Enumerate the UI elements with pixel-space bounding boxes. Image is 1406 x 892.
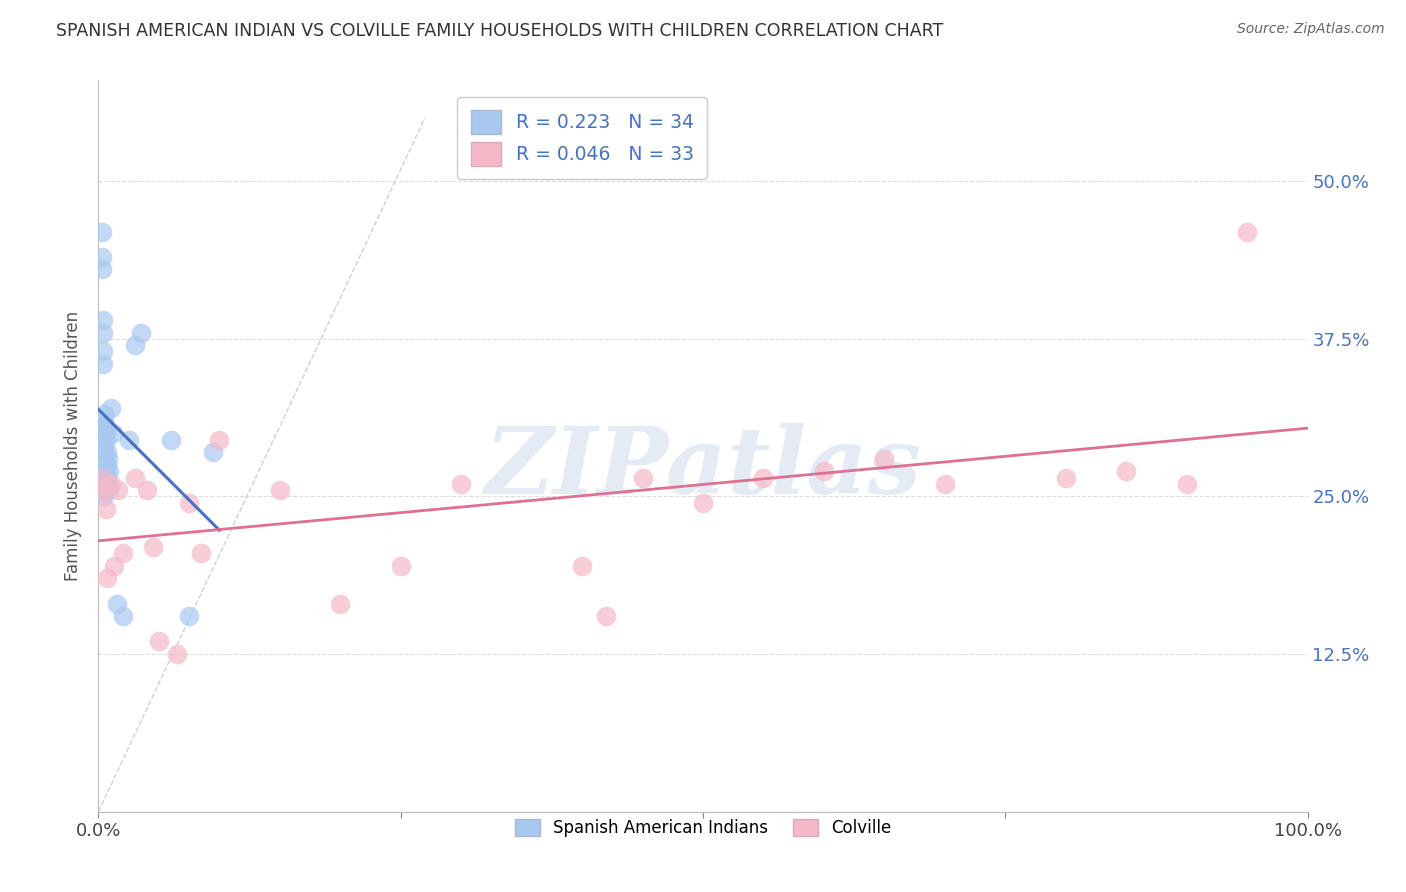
- Point: [111, 609, 134, 624]
- Point: [93, 445, 115, 459]
- Point: [96, 571, 118, 585]
- Point: [97, 483, 120, 497]
- Point: [142, 540, 165, 554]
- Point: [96, 445, 118, 459]
- Point: [94, 420, 117, 434]
- Point: [91, 262, 114, 277]
- Point: [1115, 464, 1137, 478]
- Point: [129, 326, 152, 340]
- Point: [148, 634, 170, 648]
- Legend: Spanish American Indians, Colville: Spanish American Indians, Colville: [508, 812, 898, 844]
- Point: [179, 496, 201, 510]
- Point: [118, 433, 141, 447]
- Point: [135, 483, 157, 497]
- Point: [96, 458, 118, 472]
- Point: [100, 476, 122, 491]
- Point: [91, 344, 114, 359]
- Point: [91, 326, 114, 340]
- Point: [571, 558, 593, 573]
- Point: [160, 433, 183, 447]
- Point: [93, 483, 115, 497]
- Point: [269, 483, 291, 497]
- Point: [752, 470, 775, 484]
- Point: [107, 483, 129, 497]
- Point: [105, 597, 128, 611]
- Point: [93, 408, 115, 422]
- Point: [208, 433, 231, 447]
- Point: [91, 483, 114, 497]
- Point: [94, 426, 117, 441]
- Point: [873, 451, 896, 466]
- Point: [329, 597, 352, 611]
- Point: [103, 558, 125, 573]
- Point: [595, 609, 617, 624]
- Text: SPANISH AMERICAN INDIAN VS COLVILLE FAMILY HOUSEHOLDS WITH CHILDREN CORRELATION : SPANISH AMERICAN INDIAN VS COLVILLE FAMI…: [56, 22, 943, 40]
- Point: [813, 464, 835, 478]
- Point: [101, 426, 124, 441]
- Point: [111, 546, 134, 560]
- Point: [692, 496, 714, 510]
- Point: [91, 225, 114, 239]
- Point: [934, 476, 956, 491]
- Point: [124, 470, 146, 484]
- Point: [93, 490, 115, 504]
- Text: ZIPatlas: ZIPatlas: [485, 423, 921, 513]
- Point: [91, 313, 114, 327]
- Point: [100, 401, 122, 416]
- Y-axis label: Family Households with Children: Family Households with Children: [65, 311, 83, 581]
- Point: [91, 250, 114, 264]
- Point: [190, 546, 212, 560]
- Point: [389, 558, 412, 573]
- Point: [1236, 225, 1258, 239]
- Point: [97, 451, 120, 466]
- Point: [93, 420, 115, 434]
- Point: [94, 433, 117, 447]
- Point: [1054, 470, 1077, 484]
- Point: [98, 464, 121, 478]
- Point: [179, 609, 201, 624]
- Point: [93, 414, 115, 428]
- Point: [166, 647, 188, 661]
- Point: [91, 357, 114, 371]
- Point: [1175, 476, 1198, 491]
- Point: [124, 338, 146, 352]
- Point: [91, 470, 114, 484]
- Point: [93, 439, 115, 453]
- Point: [94, 470, 117, 484]
- Point: [631, 470, 654, 484]
- Point: [450, 476, 472, 491]
- Point: [94, 464, 117, 478]
- Point: [96, 470, 118, 484]
- Point: [202, 445, 225, 459]
- Text: Source: ZipAtlas.com: Source: ZipAtlas.com: [1237, 22, 1385, 37]
- Point: [94, 502, 117, 516]
